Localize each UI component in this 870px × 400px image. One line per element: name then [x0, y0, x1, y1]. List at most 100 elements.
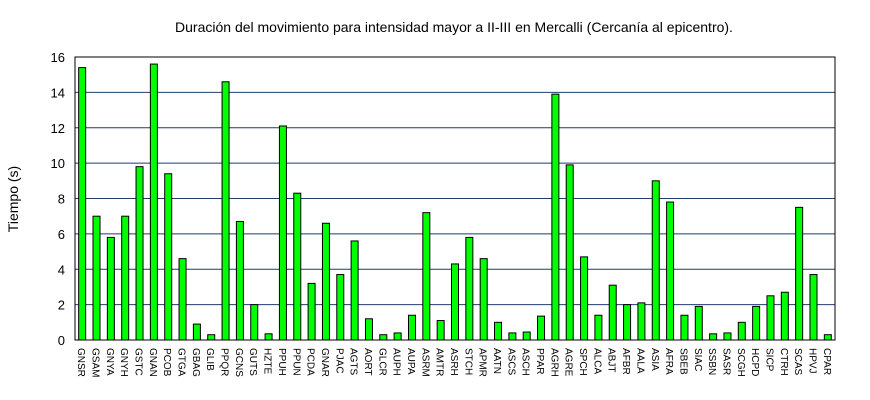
- x-tick-label: AATN: [491, 348, 502, 374]
- bar-agts: [350, 240, 359, 341]
- x-tick-label: CPAR: [821, 348, 832, 375]
- bar-aupa: [407, 314, 416, 341]
- x-tick-label: SPCH: [577, 348, 588, 376]
- bar-asia: [651, 180, 660, 341]
- bar-sbeb: [680, 314, 689, 341]
- bar-scas: [795, 206, 804, 341]
- x-tick-label: GSTC: [133, 348, 144, 376]
- bar-pcda: [307, 282, 316, 341]
- bar-asch: [522, 331, 531, 341]
- x-tick-label: AUPH: [391, 348, 402, 376]
- y-tick-label: 0: [58, 333, 65, 348]
- x-axis-ticks: GNSR GSAM GNYA GNYH GSTC GNAN PCOB GTGA GBAG GLIB…: [75, 348, 832, 377]
- x-tick-label: APMR: [477, 348, 488, 377]
- y-tick-label: 8: [58, 192, 65, 207]
- bar-guts: [250, 304, 259, 341]
- bar-gnar: [321, 222, 330, 341]
- bar-aatn: [494, 321, 503, 341]
- grid-lines: [75, 91, 835, 306]
- x-tick-label: GSAM: [90, 348, 101, 377]
- x-tick-label: GLCR: [376, 348, 387, 376]
- x-tick-label: SSBN: [706, 348, 717, 375]
- bar-gnsr: [78, 67, 87, 341]
- bar-asrh: [451, 263, 459, 341]
- bar-ctrh: [780, 291, 789, 341]
- x-tick-label: AUPA: [405, 348, 416, 375]
- x-tick-label: SIAC: [692, 348, 703, 371]
- bar-gtga: [178, 258, 187, 341]
- bar-stch: [465, 236, 474, 341]
- bar-pjac: [336, 274, 345, 341]
- bar-gstc: [135, 166, 144, 341]
- x-tick-label: SCAS: [792, 348, 803, 376]
- bar-gcns: [235, 220, 244, 341]
- y-axis-ticks: 0 2 4 6 8 10 12 14 16: [51, 50, 65, 348]
- bar-agre: [565, 164, 574, 341]
- bar-gnyh: [121, 215, 130, 341]
- bar-auph: [393, 332, 402, 341]
- bar-aort: [364, 318, 373, 341]
- x-tick-label: AGRE: [563, 348, 574, 377]
- bar-spch: [580, 256, 589, 341]
- bar-hpvj: [809, 274, 818, 341]
- x-tick-label: ABJT: [606, 348, 617, 372]
- x-tick-label: GNAN: [147, 348, 158, 377]
- x-tick-label: HCPD: [749, 348, 760, 376]
- x-tick-label: PPAR: [534, 348, 545, 375]
- x-tick-label: PJAC: [333, 348, 344, 374]
- bar-ppuh: [278, 125, 287, 341]
- x-tick-label: SBEB: [677, 348, 688, 375]
- x-tick-label: GBAG: [190, 348, 201, 377]
- bar-gbag: [192, 323, 201, 341]
- bar-cpar: [823, 334, 832, 341]
- bar-ssbn: [709, 333, 718, 341]
- plot-frame: [74, 56, 836, 341]
- chart-title: Duración del movimiento para intensidad …: [175, 19, 733, 35]
- x-tick-label: AALA: [634, 348, 645, 374]
- bars: [78, 63, 832, 341]
- bar-sicp: [766, 295, 775, 341]
- x-tick-label: ASIA: [649, 348, 660, 371]
- x-tick-label: AFBR: [620, 348, 631, 375]
- x-tick-label: PPUH: [276, 348, 287, 376]
- bar-gnya: [106, 236, 115, 341]
- x-tick-label: ALCA: [591, 348, 602, 374]
- x-tick-label: GCNS: [233, 348, 244, 377]
- bar-sasr: [723, 332, 732, 341]
- y-tick-label: 16: [51, 50, 65, 65]
- bar-siac: [694, 305, 703, 341]
- x-tick-label: GTGA: [176, 348, 187, 377]
- bar-apmr: [479, 258, 488, 341]
- bar-abjt: [608, 284, 617, 341]
- bar-ascs: [508, 332, 517, 341]
- bar-gnan: [149, 63, 158, 341]
- x-tick-label: PPQR: [219, 348, 230, 376]
- y-tick-label: 4: [58, 262, 65, 277]
- x-tick-label: SCGH: [735, 348, 746, 377]
- y-axis-label: Tiempo (s): [5, 166, 21, 232]
- bar-gsam: [92, 215, 101, 341]
- x-tick-label: HPVJ: [806, 348, 817, 374]
- x-tick-label: AORT: [362, 348, 373, 376]
- x-tick-label: GUTS: [247, 348, 258, 376]
- x-tick-label: GNYA: [104, 348, 115, 376]
- x-tick-label: ASRH: [448, 348, 459, 376]
- x-tick-label: AFRA: [663, 348, 674, 375]
- bar-pcob: [164, 173, 173, 341]
- bar-amtr: [436, 320, 445, 341]
- x-tick-label: PCOB: [161, 348, 172, 377]
- bar-alca: [594, 314, 603, 341]
- bar-glib: [207, 334, 216, 341]
- bar-afra: [666, 201, 675, 341]
- x-tick-label: GNYH: [118, 348, 129, 377]
- bar-hzte: [264, 333, 273, 341]
- bar-agrh: [551, 93, 560, 341]
- x-tick-label: PCDA: [305, 348, 316, 376]
- bar-asrm: [422, 212, 431, 341]
- x-tick-label: SASR: [720, 348, 731, 375]
- bar-afbr: [623, 304, 632, 341]
- y-tick-label: 2: [58, 298, 65, 313]
- x-tick-label: PPUN: [290, 348, 301, 376]
- bar-ppun: [293, 192, 302, 341]
